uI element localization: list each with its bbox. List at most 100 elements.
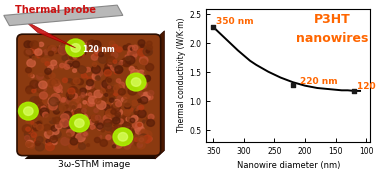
Circle shape: [112, 104, 120, 111]
Circle shape: [83, 101, 87, 104]
Circle shape: [124, 94, 129, 100]
Circle shape: [50, 118, 56, 124]
Circle shape: [31, 75, 34, 78]
Circle shape: [104, 119, 112, 127]
Circle shape: [132, 45, 138, 50]
Circle shape: [98, 78, 104, 84]
Circle shape: [113, 91, 118, 95]
Circle shape: [64, 105, 71, 112]
Circle shape: [26, 48, 34, 54]
Circle shape: [137, 142, 145, 149]
Circle shape: [110, 50, 113, 53]
Circle shape: [52, 79, 60, 86]
Circle shape: [125, 139, 133, 146]
Circle shape: [141, 129, 147, 135]
Circle shape: [45, 68, 51, 74]
Circle shape: [33, 125, 39, 131]
X-axis label: Nanowire diameter (nm): Nanowire diameter (nm): [237, 161, 340, 170]
Circle shape: [106, 135, 111, 140]
Circle shape: [93, 68, 101, 75]
Circle shape: [127, 114, 137, 123]
Point: [351, 90, 357, 92]
Circle shape: [141, 45, 148, 52]
Circle shape: [51, 126, 57, 131]
Circle shape: [73, 69, 76, 72]
Circle shape: [52, 48, 56, 51]
Circle shape: [65, 60, 73, 67]
Circle shape: [133, 67, 137, 70]
Circle shape: [143, 131, 152, 139]
Circle shape: [135, 141, 141, 146]
Circle shape: [146, 120, 155, 128]
Circle shape: [112, 125, 118, 129]
Circle shape: [118, 89, 125, 95]
Circle shape: [104, 67, 111, 74]
Circle shape: [112, 52, 118, 58]
Circle shape: [94, 66, 98, 69]
Circle shape: [67, 129, 74, 136]
Circle shape: [138, 123, 141, 127]
Circle shape: [118, 96, 121, 100]
Circle shape: [85, 67, 90, 72]
Circle shape: [48, 46, 51, 49]
Circle shape: [106, 56, 115, 64]
Polygon shape: [4, 5, 123, 26]
Circle shape: [89, 84, 94, 89]
Circle shape: [69, 142, 77, 149]
Circle shape: [78, 140, 82, 144]
Circle shape: [61, 98, 66, 102]
Circle shape: [81, 73, 87, 78]
Circle shape: [48, 51, 54, 56]
Circle shape: [73, 126, 78, 131]
Circle shape: [146, 117, 152, 121]
Circle shape: [87, 40, 96, 48]
Circle shape: [70, 140, 76, 146]
Circle shape: [61, 44, 66, 48]
Circle shape: [43, 50, 49, 55]
Circle shape: [96, 101, 106, 109]
Circle shape: [40, 85, 45, 89]
Circle shape: [101, 91, 105, 94]
Circle shape: [37, 124, 43, 130]
Circle shape: [144, 138, 150, 143]
Circle shape: [84, 48, 88, 52]
Y-axis label: Thermal conductivity (W/K·m): Thermal conductivity (W/K·m): [177, 18, 186, 133]
Circle shape: [26, 86, 34, 93]
Circle shape: [64, 65, 70, 69]
Circle shape: [131, 69, 139, 77]
Circle shape: [130, 108, 133, 111]
Circle shape: [63, 47, 72, 55]
Circle shape: [132, 50, 136, 54]
Circle shape: [68, 107, 73, 111]
Circle shape: [79, 114, 88, 122]
Circle shape: [51, 101, 55, 105]
Circle shape: [58, 94, 63, 99]
Circle shape: [114, 125, 121, 131]
Circle shape: [38, 52, 44, 57]
Circle shape: [72, 96, 81, 104]
Polygon shape: [25, 21, 76, 48]
Circle shape: [80, 88, 86, 94]
Circle shape: [133, 53, 137, 57]
Circle shape: [112, 44, 118, 50]
Circle shape: [139, 138, 144, 142]
Circle shape: [120, 61, 124, 64]
Circle shape: [132, 100, 138, 106]
Circle shape: [46, 139, 50, 143]
Circle shape: [92, 73, 101, 80]
Circle shape: [51, 98, 59, 105]
Circle shape: [70, 114, 89, 132]
Circle shape: [87, 83, 96, 90]
Circle shape: [36, 82, 42, 88]
Circle shape: [83, 105, 87, 108]
Circle shape: [64, 111, 71, 119]
Circle shape: [54, 64, 57, 68]
Circle shape: [59, 106, 66, 111]
Circle shape: [73, 112, 78, 117]
Circle shape: [112, 97, 115, 101]
Circle shape: [59, 102, 68, 110]
Circle shape: [73, 46, 78, 51]
Text: nanowires: nanowires: [296, 32, 369, 45]
Circle shape: [35, 97, 42, 103]
Circle shape: [56, 123, 62, 129]
